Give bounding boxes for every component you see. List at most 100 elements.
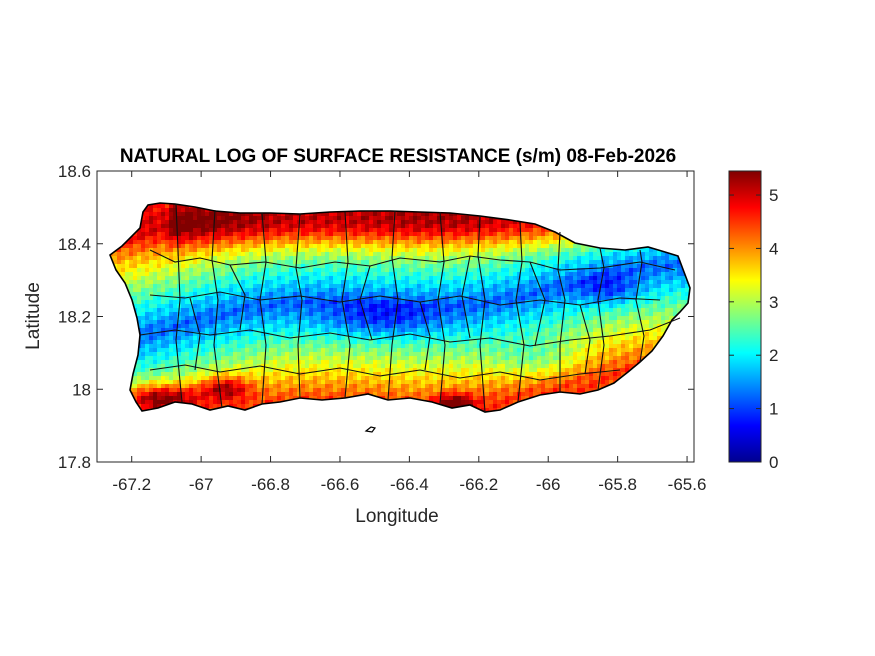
heatmap-cell	[669, 260, 674, 265]
heatmap-cell	[209, 332, 214, 337]
heatmap-cell	[513, 304, 518, 309]
heatmap-cell	[365, 332, 370, 337]
heatmap-cell	[181, 328, 186, 333]
heatmap-cell	[497, 260, 502, 265]
heatmap-cell	[377, 328, 382, 333]
heatmap-cell	[493, 236, 498, 241]
heatmap-cell	[125, 256, 130, 261]
heatmap-cell	[369, 256, 374, 261]
heatmap-cell	[177, 228, 182, 233]
heatmap-cell	[461, 312, 466, 317]
heatmap-cell	[481, 300, 486, 305]
heatmap-cell	[385, 300, 390, 305]
heatmap-cell	[473, 244, 478, 249]
heatmap-cell	[565, 244, 570, 249]
heatmap-cell	[257, 284, 262, 289]
heatmap-cell	[589, 300, 594, 305]
heatmap-cell	[373, 216, 378, 221]
heatmap-cell	[353, 328, 358, 333]
heatmap-cell	[449, 320, 454, 325]
heatmap-cell	[553, 312, 558, 317]
heatmap-cell	[409, 264, 414, 269]
heatmap-cell	[177, 224, 182, 229]
heatmap-cell	[505, 272, 510, 277]
heatmap-cell	[429, 212, 434, 217]
heatmap-cell	[325, 216, 330, 221]
heatmap-cell	[245, 244, 250, 249]
heatmap-cell	[273, 328, 278, 333]
heatmap-cell	[541, 300, 546, 305]
heatmap-cell	[161, 284, 166, 289]
heatmap-cell	[373, 228, 378, 233]
heatmap-cell	[457, 316, 462, 321]
heatmap-cell	[121, 276, 126, 281]
heatmap-cell	[533, 236, 538, 241]
heatmap-cell	[469, 308, 474, 313]
heatmap-cell	[377, 308, 382, 313]
heatmap-cell	[525, 248, 530, 253]
heatmap-cell	[369, 308, 374, 313]
heatmap-cell	[497, 296, 502, 301]
heatmap-cell	[505, 296, 510, 301]
heatmap-cell	[409, 224, 414, 229]
heatmap-cell	[649, 268, 654, 273]
heatmap-cell	[357, 232, 362, 237]
heatmap-cell	[357, 276, 362, 281]
heatmap-cell	[365, 308, 370, 313]
heatmap-cell	[661, 288, 666, 293]
heatmap-cell	[305, 236, 310, 241]
heatmap-cell	[581, 260, 586, 265]
heatmap-cell	[221, 312, 226, 317]
heatmap-cell	[157, 204, 162, 209]
heatmap-cell	[537, 316, 542, 321]
heatmap-cell	[417, 252, 422, 257]
heatmap-cell	[393, 240, 398, 245]
heatmap-cell	[433, 328, 438, 333]
heatmap-cell	[653, 300, 658, 305]
heatmap-cell	[353, 264, 358, 269]
heatmap-cell	[525, 328, 530, 333]
heatmap-cell	[569, 300, 574, 305]
heatmap-cell	[253, 332, 258, 337]
heatmap-cell	[249, 216, 254, 221]
heatmap-cell	[213, 292, 218, 297]
heatmap-cell	[261, 256, 266, 261]
heatmap-cell	[349, 288, 354, 293]
heatmap-cell	[293, 280, 298, 285]
heatmap-cell	[493, 228, 498, 233]
heatmap-cell	[137, 308, 142, 313]
heatmap-cell	[673, 296, 678, 301]
heatmap-cell	[161, 228, 166, 233]
heatmap-cell	[193, 288, 198, 293]
heatmap-cell	[429, 268, 434, 273]
heatmap-cell	[133, 232, 138, 237]
heatmap-cell	[397, 292, 402, 297]
heatmap-cell	[213, 256, 218, 261]
heatmap-cell	[473, 248, 478, 253]
heatmap-cell	[225, 332, 230, 337]
heatmap-cell	[157, 304, 162, 309]
heatmap-cell	[497, 264, 502, 269]
heatmap-cell	[677, 288, 682, 293]
heatmap-cell	[441, 300, 446, 305]
heatmap-cell	[477, 308, 482, 313]
heatmap-cell	[289, 216, 294, 221]
heatmap-cell	[541, 288, 546, 293]
heatmap-cell	[321, 272, 326, 277]
heatmap-cell	[677, 264, 682, 269]
heatmap-cell	[665, 256, 670, 261]
heatmap-cell	[361, 300, 366, 305]
heatmap-cell	[609, 280, 614, 285]
heatmap-cell	[165, 268, 170, 273]
heatmap-cell	[437, 320, 442, 325]
heatmap-cell	[369, 240, 374, 245]
heatmap-cell	[513, 272, 518, 277]
heatmap-cell	[201, 296, 206, 301]
heatmap-cell	[337, 316, 342, 321]
heatmap-cell	[165, 328, 170, 333]
heatmap-cell	[141, 296, 146, 301]
heatmap-cell	[473, 236, 478, 241]
heatmap-cell	[329, 276, 334, 281]
heatmap-cell	[629, 268, 634, 273]
heatmap-cell	[473, 316, 478, 321]
